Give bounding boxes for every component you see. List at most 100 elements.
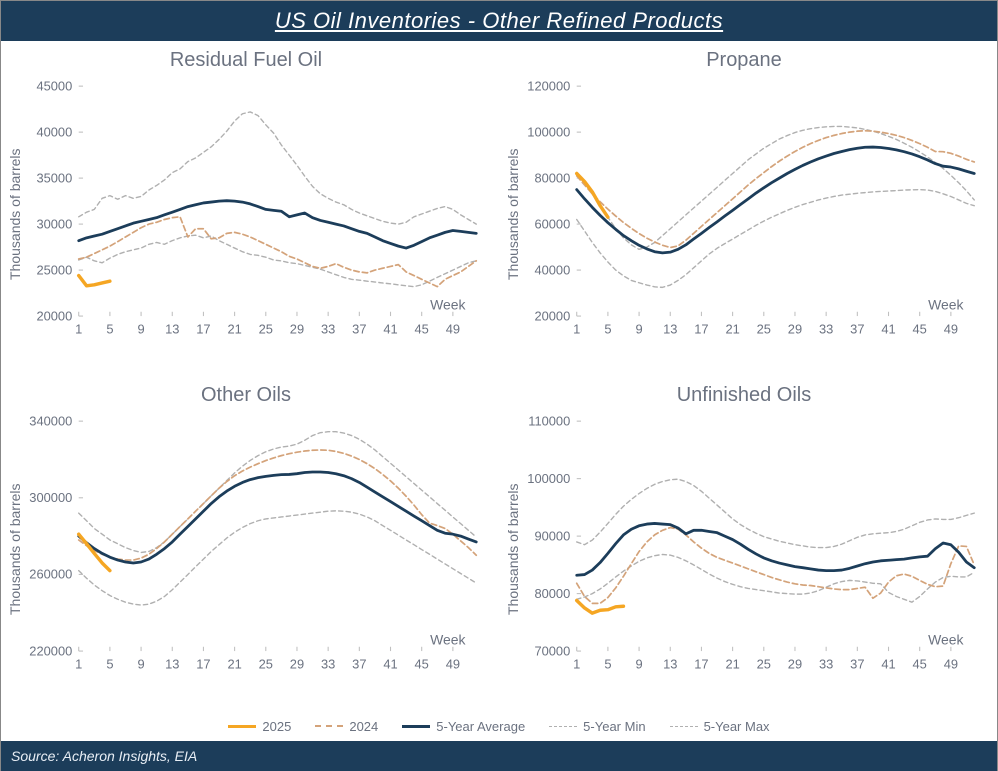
chart-wrap: Thousands of barrels 7000080000900001000… [503, 409, 985, 689]
svg-text:45: 45 [415, 321, 429, 336]
legend-label: 2025 [262, 719, 291, 734]
svg-text:30000: 30000 [36, 216, 72, 231]
source-footer: Source: Acheron Insights, EIA [1, 741, 997, 771]
plot-area: 2200002600003000003400001591317212529333… [25, 409, 487, 689]
legend-label: 5-Year Average [436, 719, 525, 734]
source-text: Source: Acheron Insights, EIA [11, 748, 197, 764]
svg-text:13: 13 [663, 656, 677, 671]
svg-text:13: 13 [165, 656, 179, 671]
svg-text:9: 9 [137, 656, 144, 671]
svg-text:33: 33 [321, 656, 335, 671]
svg-text:9: 9 [635, 656, 642, 671]
svg-text:49: 49 [944, 321, 958, 336]
svg-text:40000: 40000 [534, 262, 570, 277]
svg-text:41: 41 [881, 656, 895, 671]
chart-svg: 2200002600003000003400001591317212529333… [25, 409, 487, 689]
svg-text:9: 9 [137, 321, 144, 336]
svg-text:1: 1 [75, 656, 82, 671]
legend-label: 2024 [349, 719, 378, 734]
svg-text:45: 45 [415, 656, 429, 671]
svg-text:13: 13 [165, 321, 179, 336]
svg-text:29: 29 [290, 656, 304, 671]
chart-wrap: Thousands of barrels 2000025000300003500… [5, 74, 487, 354]
svg-text:100000: 100000 [527, 471, 570, 486]
svg-text:1: 1 [573, 321, 580, 336]
svg-text:33: 33 [321, 321, 335, 336]
svg-text:25000: 25000 [36, 262, 72, 277]
panel-title: Residual Fuel Oil [5, 49, 487, 72]
svg-text:60000: 60000 [534, 216, 570, 231]
chart-panel-unfin: Unfinished Oils Thousands of barrels 700… [499, 376, 997, 711]
chart-svg: 2000025000300003500040000450001591317212… [25, 74, 487, 354]
svg-text:45: 45 [913, 656, 927, 671]
svg-text:45: 45 [913, 321, 927, 336]
legend-item: 2024 [315, 719, 378, 734]
legend-swatch [228, 725, 256, 728]
svg-text:Week: Week [928, 297, 963, 313]
svg-text:Week: Week [928, 632, 963, 648]
legend-swatch [315, 725, 343, 727]
svg-text:220000: 220000 [29, 643, 72, 658]
svg-text:340000: 340000 [29, 413, 72, 428]
legend-item: 2025 [228, 719, 291, 734]
svg-text:29: 29 [290, 321, 304, 336]
svg-text:90000: 90000 [534, 528, 570, 543]
svg-text:49: 49 [944, 656, 958, 671]
svg-text:45000: 45000 [36, 78, 72, 93]
svg-text:Week: Week [430, 632, 465, 648]
legend-item: 5-Year Max [670, 719, 770, 734]
chart-wrap: Thousands of barrels 2000040000600008000… [503, 74, 985, 354]
legend-item: 5-Year Average [402, 719, 525, 734]
panel-title: Unfinished Oils [503, 384, 985, 407]
svg-text:35000: 35000 [36, 170, 72, 185]
svg-text:5: 5 [604, 656, 611, 671]
chart-wrap: Thousands of barrels 2200002600003000003… [5, 409, 487, 689]
chart-panel-prop: Propane Thousands of barrels 20000400006… [499, 41, 997, 376]
svg-text:41: 41 [383, 321, 397, 336]
svg-text:300000: 300000 [29, 490, 72, 505]
title-bar: US Oil Inventories - Other Refined Produ… [1, 1, 997, 41]
svg-text:110000: 110000 [528, 413, 570, 428]
legend-swatch [549, 726, 577, 727]
svg-text:5: 5 [106, 656, 113, 671]
svg-text:40000: 40000 [36, 124, 72, 139]
svg-text:17: 17 [694, 321, 708, 336]
svg-text:120000: 120000 [527, 78, 570, 93]
chart-grid: Residual Fuel Oil Thousands of barrels 2… [1, 41, 997, 711]
svg-text:100000: 100000 [527, 124, 570, 139]
svg-text:25: 25 [757, 321, 771, 336]
legend-label: 5-Year Min [583, 719, 645, 734]
svg-text:49: 49 [446, 321, 460, 336]
chart-svg: 7000080000900001000001100001591317212529… [523, 409, 985, 689]
svg-text:21: 21 [227, 656, 241, 671]
svg-text:29: 29 [788, 321, 802, 336]
svg-text:25: 25 [259, 656, 273, 671]
chart-frame: US Oil Inventories - Other Refined Produ… [0, 0, 998, 771]
svg-text:33: 33 [819, 656, 833, 671]
legend-swatch [402, 725, 430, 728]
legend-swatch [670, 726, 698, 727]
chart-panel-rfo: Residual Fuel Oil Thousands of barrels 2… [1, 41, 499, 376]
svg-text:41: 41 [383, 656, 397, 671]
chart-panel-other: Other Oils Thousands of barrels 22000026… [1, 376, 499, 711]
svg-text:1: 1 [573, 656, 580, 671]
svg-text:49: 49 [446, 656, 460, 671]
svg-text:17: 17 [694, 656, 708, 671]
svg-text:17: 17 [196, 656, 210, 671]
plot-area: 2000025000300003500040000450001591317212… [25, 74, 487, 354]
svg-text:13: 13 [663, 321, 677, 336]
plot-area: 7000080000900001000001100001591317212529… [523, 409, 985, 689]
svg-text:21: 21 [725, 321, 739, 336]
y-axis-label: Thousands of barrels [5, 409, 25, 689]
svg-text:20000: 20000 [534, 308, 570, 323]
svg-text:20000: 20000 [36, 308, 72, 323]
y-axis-label: Thousands of barrels [503, 74, 523, 354]
chart-svg: 2000040000600008000010000012000015913172… [523, 74, 985, 354]
svg-text:37: 37 [850, 656, 864, 671]
svg-text:33: 33 [819, 321, 833, 336]
svg-text:21: 21 [227, 321, 241, 336]
svg-text:37: 37 [850, 321, 864, 336]
panel-title: Other Oils [5, 384, 487, 407]
svg-text:25: 25 [757, 656, 771, 671]
plot-area: 2000040000600008000010000012000015913172… [523, 74, 985, 354]
